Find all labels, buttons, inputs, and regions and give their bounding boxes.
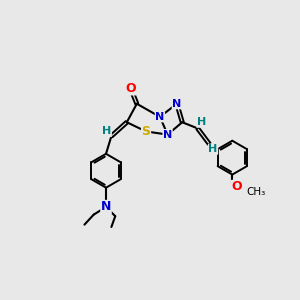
Text: N: N: [172, 99, 182, 109]
Text: H: H: [208, 144, 218, 154]
Text: S: S: [142, 125, 151, 138]
Text: H: H: [197, 117, 206, 127]
Text: N: N: [163, 130, 172, 140]
Text: N: N: [101, 200, 111, 213]
Text: O: O: [125, 82, 136, 95]
Text: CH₃: CH₃: [246, 187, 266, 196]
Text: O: O: [232, 180, 242, 194]
Text: N: N: [155, 112, 164, 122]
Text: H: H: [102, 127, 111, 136]
